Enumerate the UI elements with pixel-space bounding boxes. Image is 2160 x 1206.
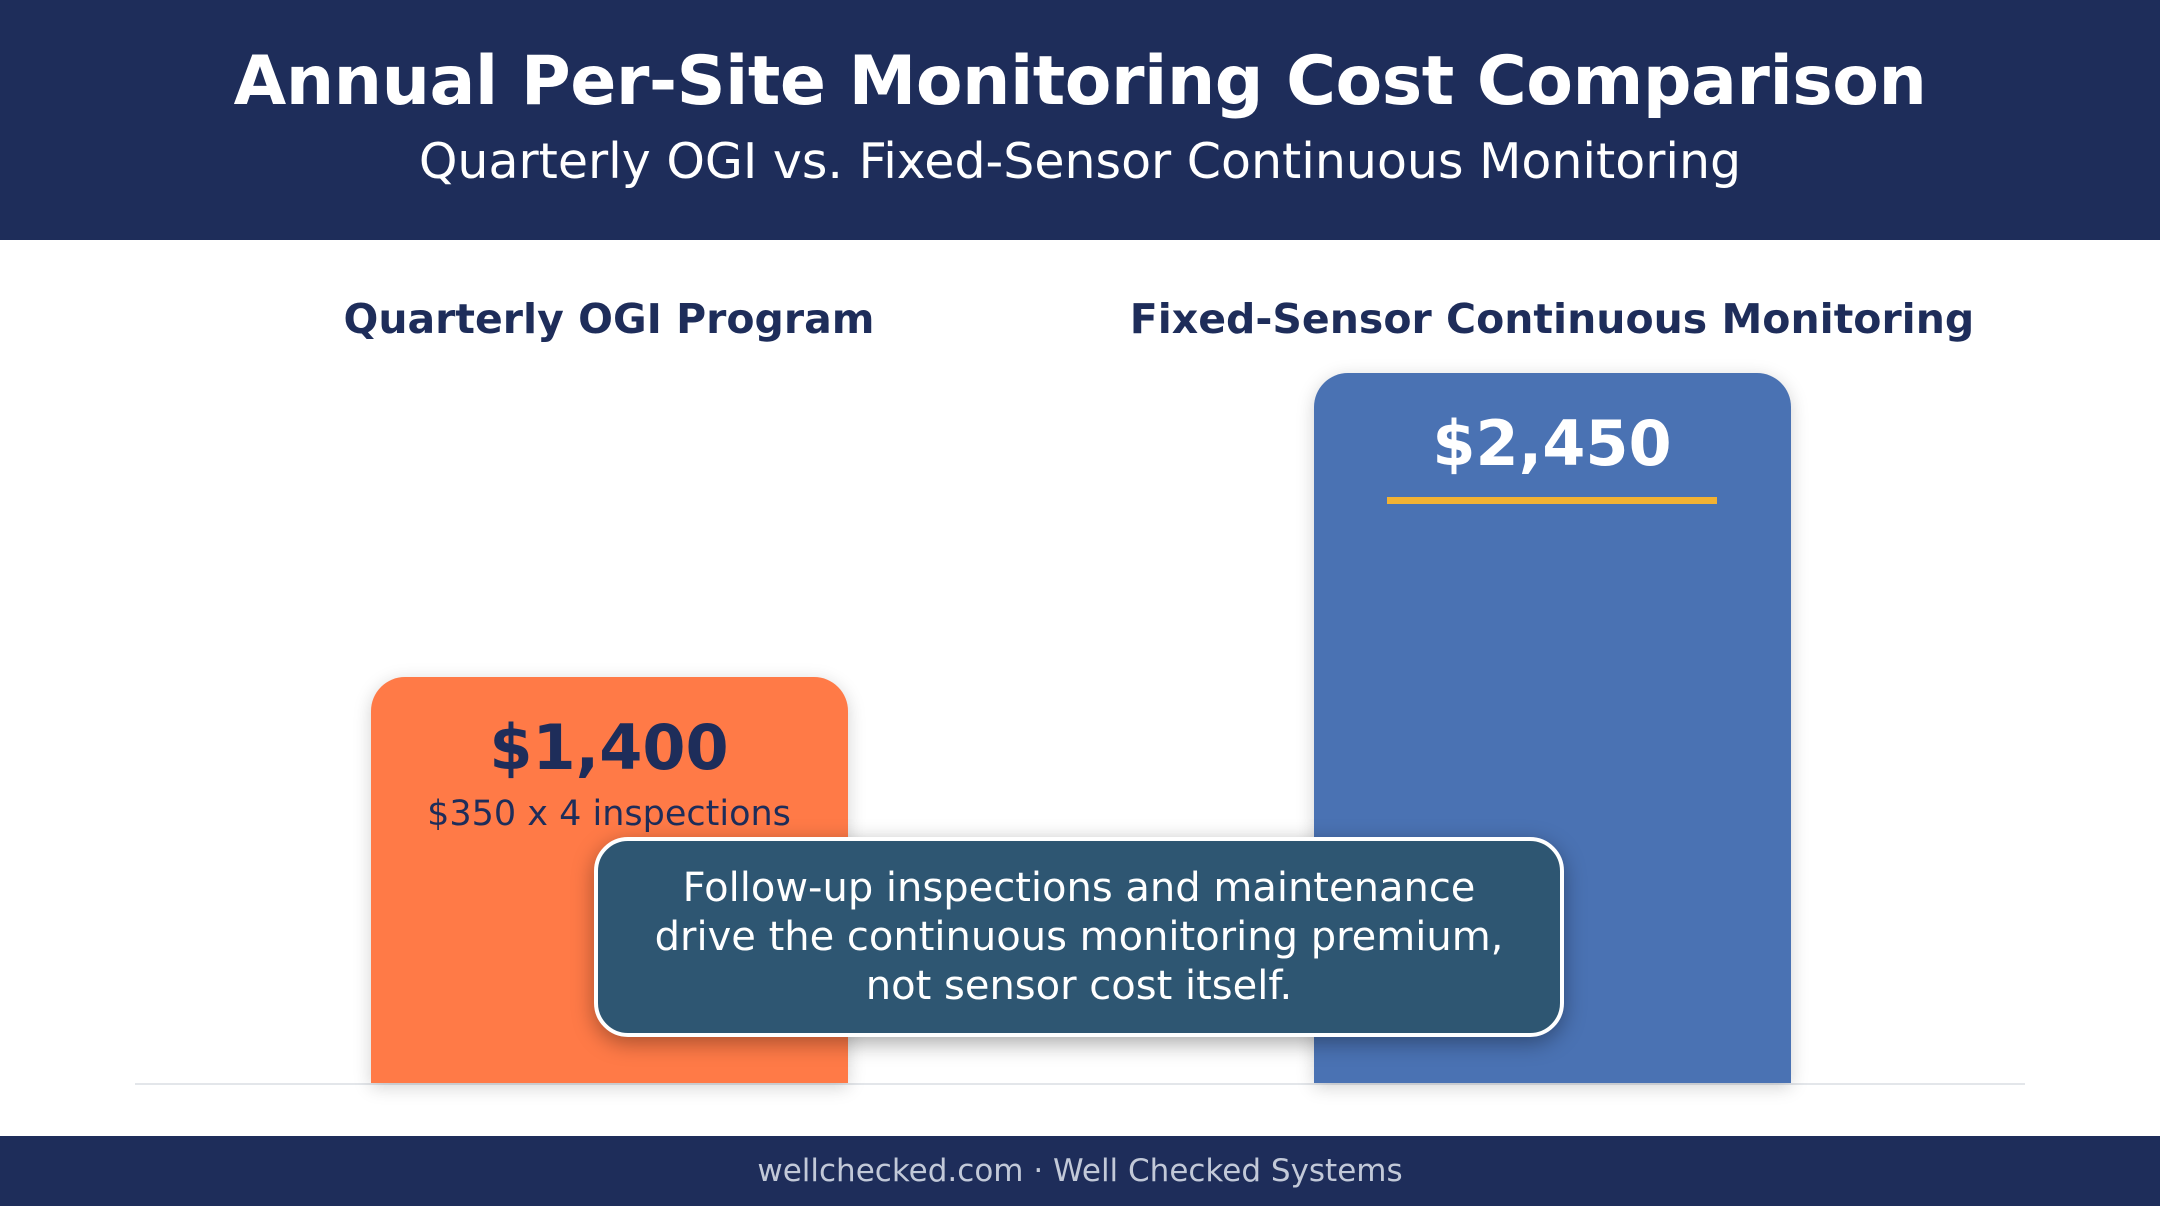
header-banner: Annual Per-Site Monitoring Cost Comparis… [0, 0, 2160, 240]
bar-value-label: $2,450 [1432, 407, 1672, 480]
footer: wellchecked.com · Well Checked Systems [0, 1136, 2160, 1206]
chart-baseline [135, 1083, 2025, 1085]
bar-value-label: $1,400 [489, 711, 729, 785]
callout-box: Follow-up inspections and maintenance dr… [594, 837, 1564, 1037]
callout-line: drive the continuous monitoring premium, [654, 913, 1504, 960]
page-title: Annual Per-Site Monitoring Cost Comparis… [233, 42, 1927, 121]
callout-line: not sensor cost itself. [865, 962, 1293, 1009]
bar-accent-line [1387, 497, 1717, 504]
callout-line: Follow-up inspections and maintenance [682, 864, 1476, 911]
category-label: Fixed-Sensor Continuous Monitoring [1129, 295, 1975, 343]
bar-sub-label: $350 x 4 inspections [427, 794, 791, 835]
page-subtitle: Quarterly OGI vs. Fixed-Sensor Continuou… [418, 133, 1742, 190]
category-label: Quarterly OGI Program [343, 295, 875, 343]
